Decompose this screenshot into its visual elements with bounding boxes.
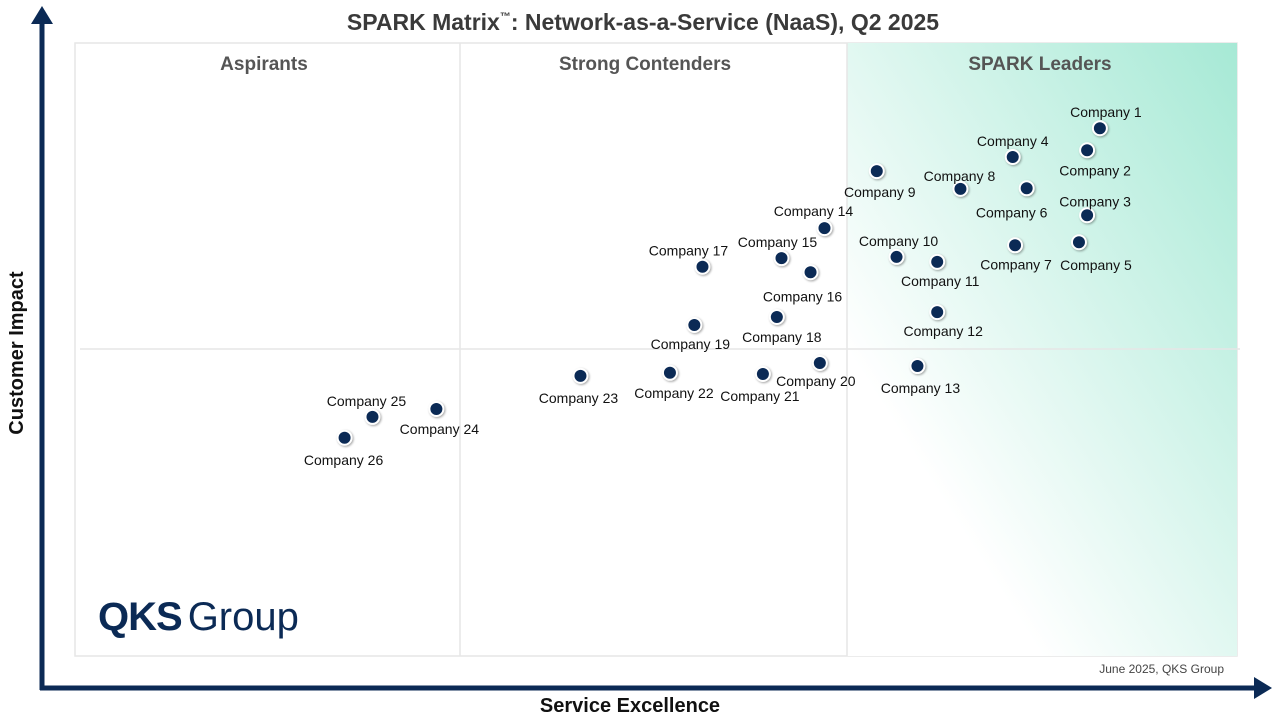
data-point: Company 11 xyxy=(901,253,980,289)
data-point: Company 16 xyxy=(763,264,843,304)
data-point-marker xyxy=(1004,149,1021,166)
data-point-marker xyxy=(868,163,885,180)
data-point: Company 25 xyxy=(327,393,407,425)
data-point-label: Company 26 xyxy=(304,452,384,468)
y-axis-label: Customer Impact xyxy=(6,271,28,435)
data-point-label: Company 19 xyxy=(651,336,731,352)
data-point-marker xyxy=(888,248,905,265)
data-point-label: Company 20 xyxy=(776,373,856,389)
data-point-marker xyxy=(694,258,711,275)
quadrant-label-leaders: SPARK Leaders xyxy=(968,54,1111,75)
data-point-label: Company 10 xyxy=(859,233,939,249)
data-point: Company 20 xyxy=(776,354,856,389)
data-point-label: Company 22 xyxy=(634,385,714,401)
data-point: Company 17 xyxy=(649,243,729,275)
data-point: Company 19 xyxy=(651,316,731,352)
data-point-marker xyxy=(802,264,819,281)
data-points: Company 1 Company 2 Company 3 Company 4 Comp… xyxy=(304,104,1142,468)
data-point-marker xyxy=(428,400,445,417)
data-point-label: Company 2 xyxy=(1059,162,1131,178)
quadrant-label-aspirants: Aspirants xyxy=(220,54,308,75)
data-point: Company 13 xyxy=(881,358,961,396)
data-point-marker xyxy=(816,220,833,237)
data-point: Company 26 xyxy=(304,429,384,468)
data-point-label: Company 4 xyxy=(977,133,1049,149)
data-point-label: Company 3 xyxy=(1059,193,1131,209)
data-point-marker xyxy=(686,316,703,333)
data-point-label: Company 9 xyxy=(844,184,916,200)
data-point: Company 5 xyxy=(1060,234,1132,273)
data-point-label: Company 6 xyxy=(976,204,1048,220)
x-axis-label: Service Excellence xyxy=(540,695,720,717)
data-point: Company 9 xyxy=(844,163,916,200)
data-point: Company 8 xyxy=(924,168,996,197)
x-axis-arrow-icon xyxy=(1254,677,1272,699)
data-point: Company 21 xyxy=(720,366,800,404)
chart-title: SPARK Matrix™: Network-as-a-Service (Naa… xyxy=(347,9,939,35)
data-point: Company 2 xyxy=(1059,142,1131,178)
data-point-marker xyxy=(768,309,785,326)
data-point-label: Company 18 xyxy=(742,329,822,345)
data-point-marker xyxy=(336,429,353,446)
data-point-label: Company 12 xyxy=(904,323,984,339)
data-point-label: Company 13 xyxy=(881,380,961,396)
data-point: Company 23 xyxy=(539,367,619,406)
data-point-marker xyxy=(1079,207,1096,224)
data-point: Company 15 xyxy=(738,234,818,267)
data-point-label: Company 16 xyxy=(763,288,843,304)
data-point-marker xyxy=(811,354,828,371)
data-point: Company 7 xyxy=(980,237,1052,272)
data-point-label: Company 11 xyxy=(901,273,980,289)
data-point: Company 14 xyxy=(774,203,854,237)
data-point-label: Company 14 xyxy=(774,203,854,219)
data-point-marker xyxy=(773,250,790,267)
footer-note: June 2025, QKS Group xyxy=(1099,662,1224,676)
data-point-label: Company 8 xyxy=(924,168,996,184)
quadrant-label-strong-contenders: Strong Contenders xyxy=(559,54,731,75)
data-point: Company 10 xyxy=(859,233,939,265)
data-point-label: Company 5 xyxy=(1060,257,1132,273)
data-point-label: Company 17 xyxy=(649,243,729,259)
data-point: Company 4 xyxy=(977,133,1049,166)
data-point-marker xyxy=(754,366,771,383)
y-axis-arrow-icon xyxy=(31,6,53,24)
data-point: Company 22 xyxy=(634,364,714,401)
data-point-marker xyxy=(929,304,946,321)
data-point-label: Company 15 xyxy=(738,234,818,250)
data-point: Company 3 xyxy=(1059,193,1131,224)
data-point-marker xyxy=(1007,237,1024,254)
data-point: Company 24 xyxy=(400,400,480,437)
data-point-marker xyxy=(1079,142,1096,159)
data-point-marker xyxy=(929,253,946,270)
data-point-label: Company 1 xyxy=(1070,104,1142,120)
data-point: Company 1 xyxy=(1070,104,1142,137)
data-point-label: Company 25 xyxy=(327,393,407,409)
data-point-label: Company 21 xyxy=(720,388,800,404)
qks-group-logo: QKS Group xyxy=(98,595,299,639)
data-point: Company 6 xyxy=(976,180,1048,220)
data-point-marker xyxy=(364,408,381,425)
data-point: Company 12 xyxy=(904,304,984,339)
data-point-marker xyxy=(661,364,678,381)
data-point: Company 18 xyxy=(742,309,822,345)
data-point-marker xyxy=(909,358,926,375)
data-point-label: Company 23 xyxy=(539,390,619,406)
data-point-marker xyxy=(572,367,589,384)
data-point-label: Company 24 xyxy=(400,421,480,437)
data-point-label: Company 7 xyxy=(980,256,1052,272)
data-point-marker xyxy=(1018,180,1035,197)
data-point-marker xyxy=(1070,234,1087,251)
data-point-marker xyxy=(1091,120,1108,137)
data-point-marker xyxy=(952,180,969,197)
